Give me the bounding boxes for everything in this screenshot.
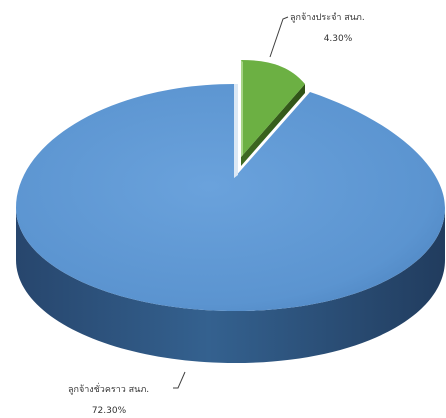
slice-value-temporary-staff: 72.30%: [92, 406, 127, 416]
pie-slice-top: [241, 60, 305, 157]
slice-value-permanent-staff: 4.30%: [324, 34, 353, 44]
slice-label-permanent-staff: ลูกจ้างประจำ สนภ.: [290, 12, 365, 23]
leader-line-permanent-staff: [269, 16, 289, 58]
pie-slice-side: [241, 84, 305, 166]
pie-slice-cut-face: [241, 60, 243, 157]
pie-slice-cut-face: [234, 84, 238, 178]
pie-slice-side: [16, 208, 445, 363]
pie-slice-permanent-staff: [241, 60, 305, 166]
slice-label-temporary-staff: ลูกจ้างชั่วคราว สนภ.: [68, 382, 149, 395]
pie-slice-temporary-staff: [16, 84, 445, 363]
leader-line-temporary-staff: [173, 371, 186, 389]
pie-slice-top: [16, 84, 445, 311]
